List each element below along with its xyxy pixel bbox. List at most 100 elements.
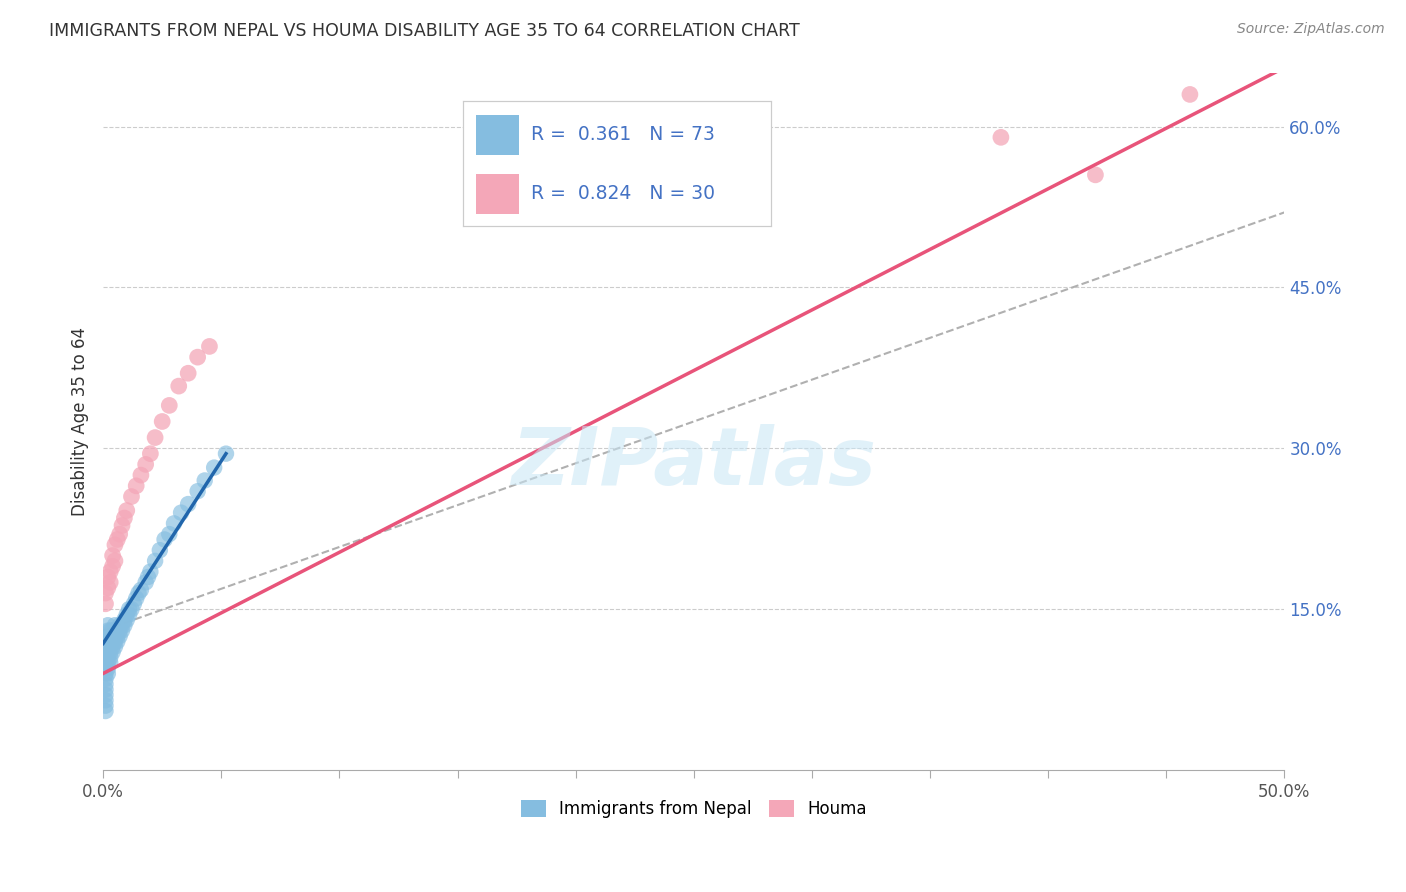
Point — [187, 484, 209, 499]
Point — [105, 629, 128, 643]
Point — [94, 650, 117, 665]
Point — [112, 613, 135, 627]
Point — [98, 575, 121, 590]
Point — [97, 656, 120, 670]
Point — [98, 640, 121, 654]
Point — [97, 634, 120, 648]
Point — [101, 629, 124, 643]
Point — [111, 624, 134, 638]
Point — [94, 672, 117, 686]
Point — [101, 549, 124, 563]
Point — [163, 516, 186, 531]
Point — [98, 656, 121, 670]
Point — [104, 640, 127, 654]
Point — [98, 634, 121, 648]
Point — [98, 629, 121, 643]
Point — [97, 650, 120, 665]
Point — [101, 645, 124, 659]
Point — [94, 661, 117, 675]
Point — [94, 682, 117, 697]
Point — [101, 559, 124, 574]
Y-axis label: Disability Age 35 to 64: Disability Age 35 to 64 — [72, 327, 89, 516]
Point — [121, 490, 143, 504]
Text: ZIPatlas: ZIPatlas — [512, 425, 876, 502]
Point — [122, 597, 145, 611]
Point — [104, 618, 127, 632]
Point — [94, 643, 117, 657]
Point — [104, 538, 127, 552]
Point — [108, 624, 131, 638]
Point — [97, 666, 120, 681]
Point — [94, 647, 117, 661]
Point — [118, 602, 141, 616]
Point — [97, 618, 120, 632]
Point — [143, 554, 166, 568]
Point — [97, 645, 120, 659]
Point — [94, 677, 117, 691]
Point — [202, 460, 225, 475]
Point — [112, 511, 135, 525]
Point — [94, 597, 117, 611]
Text: IMMIGRANTS FROM NEPAL VS HOUMA DISABILITY AGE 35 TO 64 CORRELATION CHART: IMMIGRANTS FROM NEPAL VS HOUMA DISABILIT… — [49, 22, 800, 40]
Point — [104, 554, 127, 568]
Point — [108, 618, 131, 632]
Point — [143, 431, 166, 445]
Point — [94, 698, 117, 713]
Point — [135, 575, 157, 590]
Point — [157, 398, 180, 412]
Point — [98, 645, 121, 659]
Point — [135, 458, 157, 472]
Point — [157, 527, 180, 541]
Point — [97, 661, 120, 675]
Point — [128, 586, 150, 600]
Point — [108, 527, 131, 541]
Point — [170, 506, 193, 520]
Point — [97, 581, 120, 595]
Point — [104, 629, 127, 643]
Point — [101, 640, 124, 654]
Point — [104, 624, 127, 638]
Point — [177, 366, 200, 380]
Point — [105, 533, 128, 547]
Point — [1084, 168, 1107, 182]
Point — [97, 640, 120, 654]
Point — [215, 447, 238, 461]
Point — [167, 379, 190, 393]
Point — [125, 479, 148, 493]
Point — [187, 350, 209, 364]
Point — [94, 688, 117, 702]
Point — [121, 602, 143, 616]
Point — [111, 518, 134, 533]
Point — [105, 634, 128, 648]
Point — [139, 565, 162, 579]
Point — [115, 503, 138, 517]
Point — [118, 607, 141, 622]
Point — [149, 543, 172, 558]
Point — [194, 474, 217, 488]
Point — [94, 693, 117, 707]
Point — [150, 415, 173, 429]
Point — [97, 629, 120, 643]
Point — [94, 704, 117, 718]
Point — [111, 618, 134, 632]
Point — [129, 582, 152, 597]
Point — [198, 339, 221, 353]
Point — [125, 591, 148, 606]
Point — [94, 586, 117, 600]
Point — [129, 468, 152, 483]
Point — [94, 656, 117, 670]
Point — [136, 570, 159, 584]
Point — [990, 130, 1012, 145]
Point — [115, 607, 138, 622]
Point — [177, 497, 200, 511]
Point — [108, 629, 131, 643]
Point — [97, 624, 120, 638]
Point — [94, 666, 117, 681]
Point — [112, 618, 135, 632]
Point — [98, 565, 121, 579]
Point — [101, 624, 124, 638]
Legend: Immigrants from Nepal, Houma: Immigrants from Nepal, Houma — [515, 793, 873, 824]
Point — [153, 533, 176, 547]
Point — [97, 570, 120, 584]
Point — [139, 447, 162, 461]
